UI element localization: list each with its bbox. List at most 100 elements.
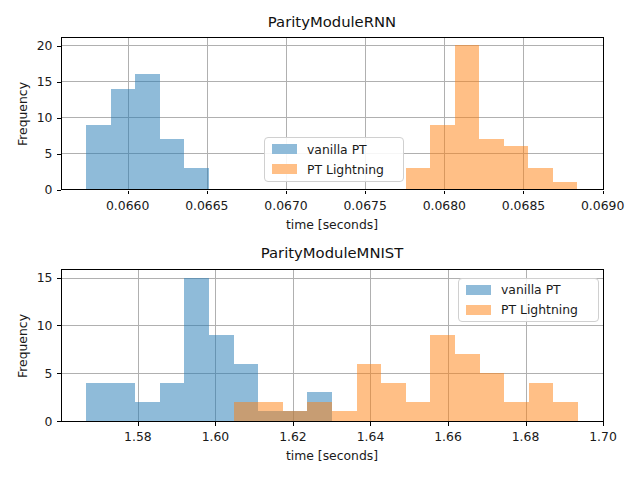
- legend-rnn: vanilla PT PT Lightning: [264, 137, 404, 183]
- matplotlib-figure: ParityModuleRNN ParityModuleMNIST Freque…: [0, 0, 640, 480]
- hist-bar: [135, 402, 160, 421]
- x-tick-mark: [526, 422, 527, 426]
- hist-bar: [160, 383, 185, 421]
- hist-bar: [111, 89, 136, 190]
- y-tick-label: 0: [15, 182, 53, 197]
- hist-bar: [332, 411, 357, 421]
- hist-bar: [479, 139, 504, 189]
- y-tick-mark: [57, 278, 61, 279]
- hist-bar: [86, 383, 111, 421]
- x-tick-label: 0.0680: [409, 198, 479, 213]
- x-tick-label: 1.66: [413, 429, 483, 444]
- hist-bar: [381, 383, 406, 421]
- y-tick-mark: [57, 82, 61, 83]
- x-tick-mark: [138, 422, 139, 426]
- x-tick-label: 1.58: [103, 429, 173, 444]
- legend-mnist: vanilla PT PT Lightning: [458, 278, 599, 323]
- hist-bar: [504, 146, 529, 189]
- x-tick-mark: [603, 422, 604, 426]
- y-tick-mark: [57, 154, 61, 155]
- chart-title-parityrnn: ParityModuleRNN: [62, 13, 603, 30]
- y-tick-label: 5: [15, 146, 53, 161]
- legend-label-vanilla-pt: vanilla PT: [307, 142, 367, 157]
- x-tick-label: 1.68: [491, 429, 561, 444]
- x-tick-mark: [128, 191, 129, 195]
- x-tick-label: 0.0670: [251, 198, 321, 213]
- gridline-vertical: [207, 38, 208, 189]
- legend-item-vanilla-pt: vanilla PT: [466, 282, 598, 297]
- hist-bar: [283, 411, 308, 421]
- x-tick-label: 0.0660: [93, 198, 163, 213]
- hist-bar: [184, 278, 209, 421]
- legend-item-pt-lightning: PT Lightning: [272, 162, 403, 177]
- hist-bar: [553, 402, 578, 421]
- x-tick-mark: [286, 191, 287, 195]
- hist-bar: [86, 125, 111, 190]
- y-tick-label: 20: [15, 38, 53, 53]
- vanilla-pt-swatch-icon: [272, 144, 297, 154]
- legend-item-pt-lightning: PT Lightning: [466, 302, 598, 317]
- x-tick-label: 1.60: [180, 429, 250, 444]
- y-tick-label: 0: [15, 414, 53, 429]
- hist-bar: [111, 383, 136, 421]
- hist-bar: [258, 402, 283, 421]
- x-tick-mark: [370, 422, 371, 426]
- chart-title-paritymnist: ParityModuleMNIST: [62, 244, 603, 261]
- hist-bar: [528, 168, 553, 190]
- x-tick-mark: [365, 191, 366, 195]
- y-tick-mark: [57, 118, 61, 119]
- hist-bar: [184, 168, 209, 190]
- y-tick-mark: [57, 373, 61, 374]
- x-tick-label: 1.64: [335, 429, 405, 444]
- pt-lightning-swatch-icon: [272, 164, 297, 174]
- legend-label-pt-lightning: PT Lightning: [501, 302, 578, 317]
- hist-bar: [135, 74, 160, 189]
- y-axis-label-mnist: Frequency: [15, 266, 31, 426]
- x-tick-mark: [293, 422, 294, 426]
- hist-bar: [553, 182, 578, 189]
- x-tick-mark: [215, 422, 216, 426]
- legend-label-vanilla-pt: vanilla PT: [501, 282, 561, 297]
- hist-bar: [234, 402, 259, 421]
- legend-label-pt-lightning: PT Lightning: [307, 162, 384, 177]
- hist-bar: [160, 139, 185, 189]
- x-tick-label: 1.62: [258, 429, 328, 444]
- gridline-horizontal: [62, 45, 603, 46]
- hist-bar: [406, 168, 431, 190]
- x-tick-label: 0.0690: [568, 198, 638, 213]
- gridline-vertical: [293, 270, 294, 421]
- x-tick-label: 0.0665: [172, 198, 242, 213]
- x-tick-label: 0.0685: [488, 198, 558, 213]
- gridline-vertical: [138, 270, 139, 421]
- gridline-horizontal: [62, 325, 603, 326]
- y-tick-label: 10: [15, 110, 53, 125]
- vanilla-pt-swatch-icon: [466, 285, 491, 295]
- legend-item-vanilla-pt: vanilla PT: [272, 142, 403, 157]
- x-tick-mark: [523, 191, 524, 195]
- hist-bar: [504, 402, 529, 421]
- x-tick-label: 1.70: [568, 429, 638, 444]
- y-tick-label: 15: [15, 74, 53, 89]
- y-tick-mark: [57, 46, 61, 47]
- x-axis-label-mnist: time [seconds]: [62, 448, 603, 463]
- gridline-horizontal: [62, 373, 603, 374]
- x-tick-mark: [444, 191, 445, 195]
- hist-bar: [406, 402, 431, 421]
- y-tick-label: 10: [15, 318, 53, 333]
- hist-bar: [430, 335, 455, 421]
- hist-bar: [430, 125, 455, 190]
- hist-bar: [209, 335, 234, 421]
- hist-bar: [480, 373, 505, 421]
- y-tick-mark: [57, 421, 61, 422]
- y-tick-label: 5: [15, 366, 53, 381]
- x-tick-mark: [207, 191, 208, 195]
- hist-bar: [529, 383, 554, 421]
- hist-bar: [307, 402, 332, 421]
- y-tick-mark: [57, 190, 61, 191]
- hist-bar: [357, 364, 382, 421]
- x-tick-label: 0.0675: [330, 198, 400, 213]
- hist-bar: [455, 354, 480, 421]
- pt-lightning-swatch-icon: [466, 305, 491, 315]
- hist-bar: [455, 45, 480, 189]
- y-tick-label: 15: [15, 270, 53, 285]
